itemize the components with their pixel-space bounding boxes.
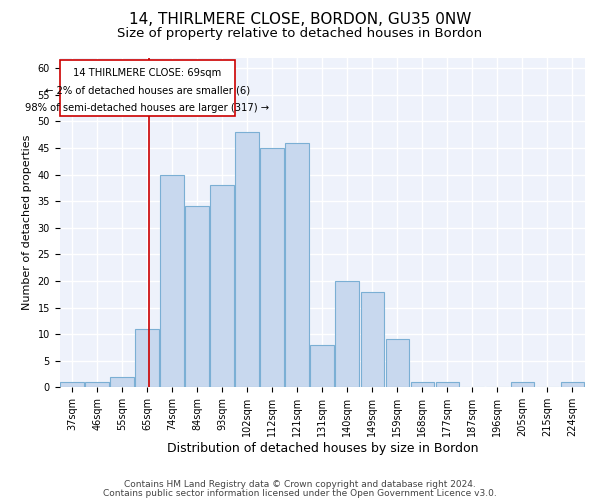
Text: 14 THIRLMERE CLOSE: 69sqm: 14 THIRLMERE CLOSE: 69sqm — [73, 68, 221, 78]
Text: Contains HM Land Registry data © Crown copyright and database right 2024.: Contains HM Land Registry data © Crown c… — [124, 480, 476, 489]
Text: Size of property relative to detached houses in Bordon: Size of property relative to detached ho… — [118, 28, 482, 40]
Bar — [160, 174, 184, 388]
Bar — [211, 185, 234, 388]
Text: 98% of semi-detached houses are larger (317) →: 98% of semi-detached houses are larger (… — [25, 102, 269, 113]
Bar — [60, 382, 84, 388]
Bar — [410, 382, 434, 388]
Bar — [185, 206, 209, 388]
Bar — [110, 376, 134, 388]
Text: ← 2% of detached houses are smaller (6): ← 2% of detached houses are smaller (6) — [44, 86, 250, 96]
Bar — [361, 292, 384, 388]
Bar — [260, 148, 284, 388]
Bar — [335, 281, 359, 388]
Bar — [386, 340, 409, 388]
Bar — [511, 382, 534, 388]
Text: Contains public sector information licensed under the Open Government Licence v3: Contains public sector information licen… — [103, 490, 497, 498]
Bar — [235, 132, 259, 388]
Text: 14, THIRLMERE CLOSE, BORDON, GU35 0NW: 14, THIRLMERE CLOSE, BORDON, GU35 0NW — [129, 12, 471, 28]
Bar — [310, 345, 334, 388]
X-axis label: Distribution of detached houses by size in Bordon: Distribution of detached houses by size … — [167, 442, 478, 455]
Bar — [560, 382, 584, 388]
Bar — [85, 382, 109, 388]
Bar — [286, 142, 309, 388]
Bar — [436, 382, 459, 388]
Bar — [59, 60, 235, 116]
Y-axis label: Number of detached properties: Number of detached properties — [22, 134, 32, 310]
Bar — [136, 329, 159, 388]
